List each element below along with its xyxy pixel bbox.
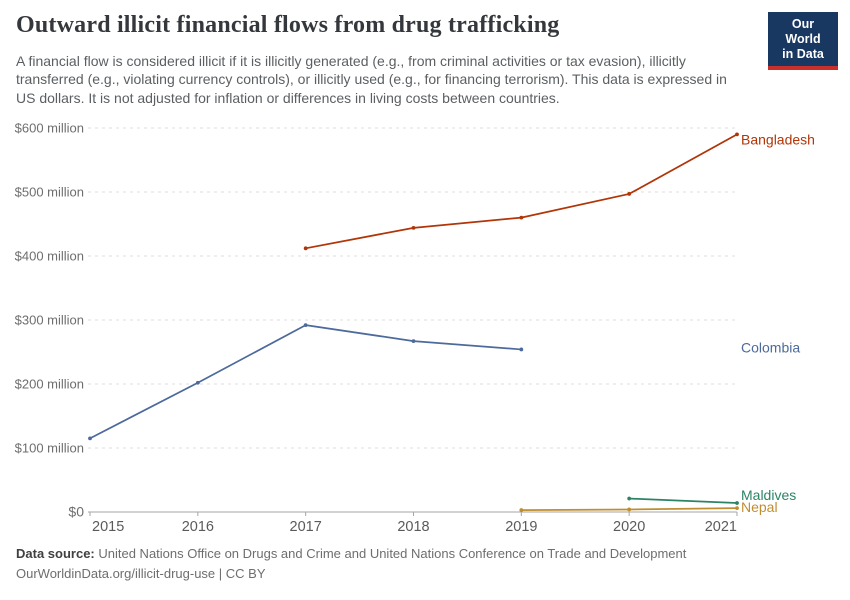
data-point[interactable] (519, 508, 524, 512)
page-title: Outward illicit financial flows from dru… (16, 12, 560, 38)
data-point[interactable] (411, 339, 416, 344)
x-tick-label: 2021 (705, 519, 737, 535)
series-line-bangladesh[interactable] (305, 133, 738, 250)
data-point[interactable] (519, 215, 524, 220)
x-tick-label: 2016 (182, 519, 214, 535)
owid-logo[interactable]: Our World in Data (768, 12, 838, 70)
series-maldives: Maldives (627, 487, 796, 505)
y-tick-label: $600 million (15, 121, 84, 136)
y-tick-label: $0 (68, 504, 84, 520)
series-label-maldives[interactable]: Maldives (741, 487, 796, 503)
data-point[interactable] (735, 132, 739, 137)
series-label-nepal[interactable]: Nepal (741, 499, 778, 515)
x-tick-label: 2020 (613, 519, 645, 535)
y-tick-label: $400 million (15, 249, 84, 264)
data-point[interactable] (303, 246, 308, 251)
data-point[interactable] (627, 507, 632, 512)
x-tick-label: 2017 (290, 519, 322, 535)
y-tick-label: $500 million (15, 185, 84, 200)
data-point[interactable] (195, 380, 200, 385)
series-bangladesh: Bangladesh (303, 131, 815, 251)
data-point[interactable] (735, 506, 739, 511)
data-point[interactable] (411, 225, 416, 230)
data-point[interactable] (627, 192, 632, 196)
owid-logo-line2: in Data (782, 47, 824, 61)
y-tick-label: $100 million (15, 441, 84, 456)
data-point[interactable] (303, 323, 308, 328)
data-source-text: United Nations Office on Drugs and Crime… (94, 546, 687, 561)
owid-logo-line1: Our World (785, 17, 821, 46)
chart-subtitle: A financial flow is considered illicit i… (16, 53, 727, 106)
series-label-colombia[interactable]: Colombia (741, 339, 800, 355)
data-point[interactable] (735, 501, 739, 505)
data-source-label: Data source: (16, 546, 95, 561)
series-colombia: Colombia (88, 323, 800, 441)
citation-line: OurWorldinData.org/illicit-drug-use | CC… (16, 566, 266, 582)
y-tick-label: $200 million (15, 377, 84, 392)
data-point[interactable] (88, 436, 92, 441)
series-line-colombia[interactable] (89, 324, 522, 440)
x-tick-label: 2019 (505, 519, 537, 535)
series-nepal: Nepal (519, 499, 778, 515)
data-point[interactable] (519, 347, 524, 352)
series-label-bangladesh[interactable]: Bangladesh (741, 131, 815, 147)
x-tick-label: 2018 (397, 519, 429, 535)
data-point[interactable] (627, 496, 632, 501)
data-source-line: Data source: United Nations Office on Dr… (16, 544, 836, 564)
x-tick-label: 2015 (92, 519, 124, 535)
series-line-maldives[interactable] (629, 497, 738, 504)
y-tick-label: $300 million (15, 313, 84, 328)
chart-footer: Data source: United Nations Office on Dr… (16, 544, 836, 584)
